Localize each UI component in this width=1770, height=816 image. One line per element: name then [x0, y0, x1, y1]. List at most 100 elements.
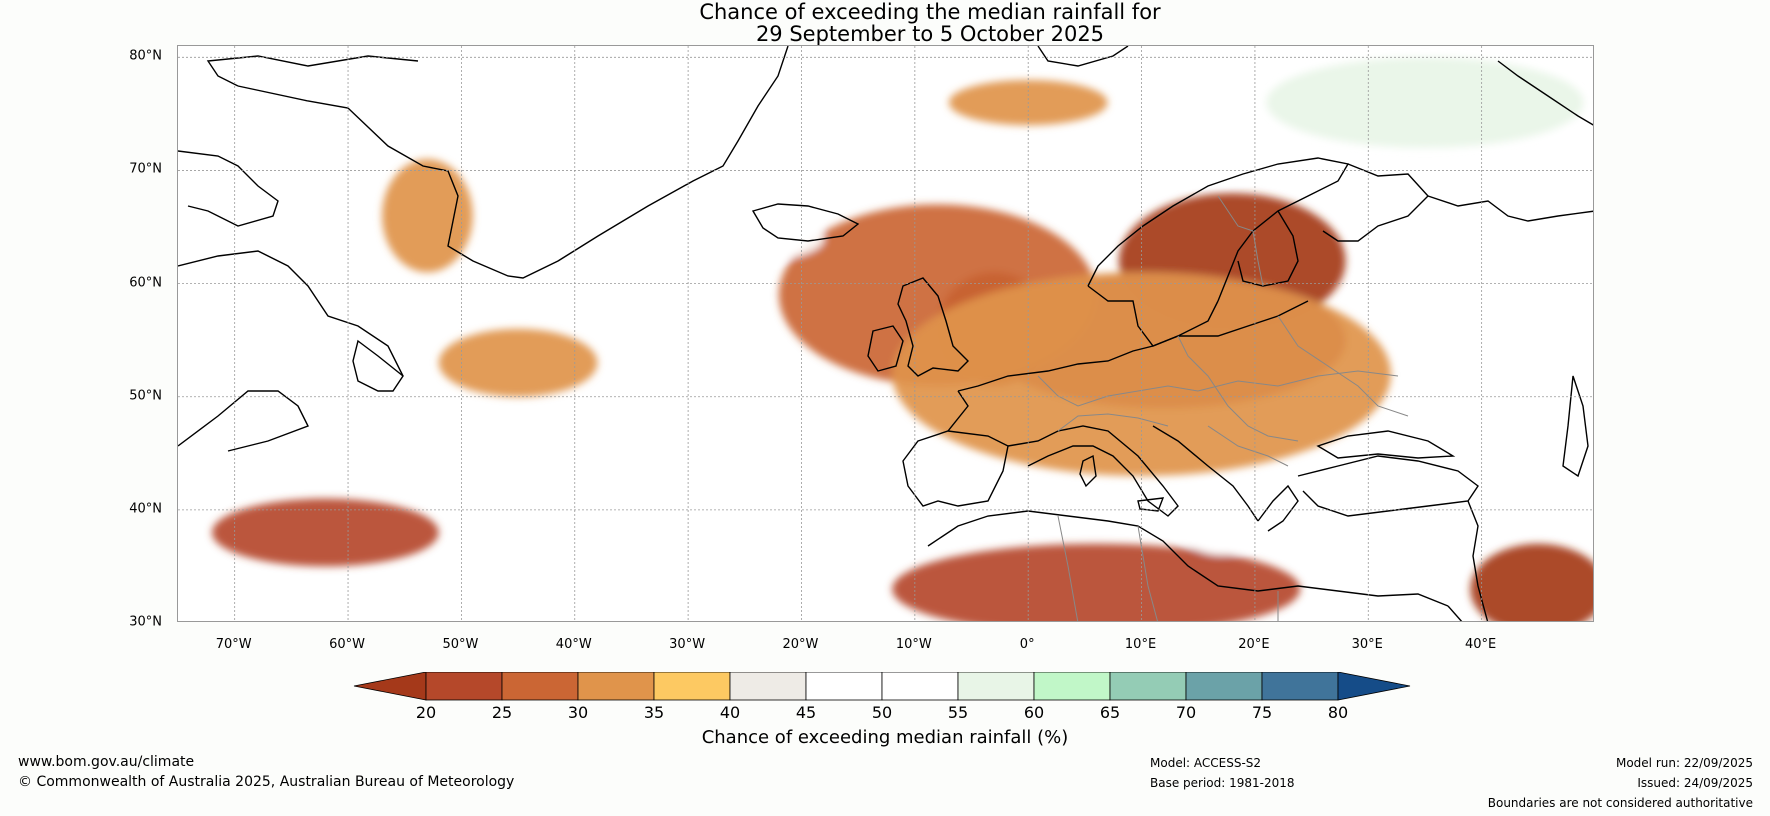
region-north-africa-dry	[892, 543, 1301, 621]
colorbar-segment	[1033, 672, 1111, 701]
colorbar-segment	[805, 672, 883, 701]
colorbar-segment	[729, 672, 807, 701]
colorbar-tick-label: 50	[871, 703, 893, 722]
colorbar-segment	[1185, 672, 1263, 701]
latitude-label: 70°N	[129, 161, 162, 177]
longitude-label: 50°W	[442, 637, 479, 652]
base-period: Base period: 1981-2018	[1150, 776, 1295, 790]
coastline-greenland	[237, 46, 789, 279]
border-scandinavia	[1217, 195, 1264, 287]
model-run: Model run: 22/09/2025	[1615, 756, 1753, 770]
coastline-white-sea	[1427, 195, 1593, 222]
colorbar-tick-label: 40	[719, 703, 741, 722]
disclaimer-text: Boundaries are not considered authoritat…	[1487, 796, 1753, 810]
coastline-nova-scotia	[178, 390, 309, 452]
colorbar-segment	[1109, 672, 1187, 701]
latitude-label: 40°N	[129, 501, 162, 517]
map-title-line2: 29 September to 5 October 2025	[755, 22, 1105, 46]
coastline-svalbard	[1037, 46, 1129, 67]
colorbar	[353, 672, 1411, 701]
coastline-great-britain	[897, 277, 969, 377]
longitude-label: 20°W	[782, 637, 819, 652]
colorbar-segment	[957, 672, 1035, 701]
colorbar-arrow-high	[1337, 672, 1411, 701]
region-iceland-wet	[688, 215, 825, 261]
coastline-sicily	[1137, 497, 1165, 512]
colorbar-segment	[1261, 672, 1339, 701]
coastline-finland	[1237, 210, 1299, 287]
latitude-label: 60°N	[129, 275, 162, 291]
coastline-kola	[1322, 163, 1429, 242]
border-central-europe	[1037, 370, 1399, 407]
region-barents-wet	[1266, 57, 1584, 148]
longitude-label: 10°E	[1124, 637, 1157, 652]
coastline-sweden-baltic	[1087, 285, 1219, 347]
longitude-label: 10°W	[895, 637, 932, 652]
coastline-iceland	[751, 203, 860, 242]
model-name: Model: ACCESS-S2	[1150, 756, 1262, 770]
colorbar-tick-label: 25	[491, 703, 513, 722]
colorbar-tick-label: 75	[1251, 703, 1273, 722]
colorbar-tick-label: 45	[795, 703, 817, 722]
region-north-atlantic-patch	[438, 328, 598, 397]
coastline-newfoundland	[352, 339, 404, 392]
colorbar-tick-label: 80	[1327, 703, 1349, 722]
colorbar-segment	[425, 672, 503, 701]
colorbar-tick-label: 30	[567, 703, 589, 722]
coastline-sardinia	[1079, 454, 1097, 488]
longitude-label: 0°	[1019, 637, 1035, 652]
region-sargasso-dry	[212, 498, 439, 567]
colorbar-tick-label: 55	[947, 703, 969, 722]
longitude-label: 40°W	[555, 637, 592, 652]
coastline-caspian	[1562, 375, 1589, 478]
longitude-label: 20°E	[1238, 637, 1270, 652]
coastline-europe-north	[957, 300, 1309, 392]
coastline-adriatic	[1152, 425, 1259, 522]
copyright-text: © Commonwealth of Australia 2025, Austra…	[18, 774, 515, 790]
coastline-north-africa	[927, 510, 1449, 607]
map-title-line1: Chance of exceeding the median rainfall …	[699, 0, 1161, 24]
border-alps	[1057, 413, 1169, 432]
border-russia	[1277, 315, 1409, 417]
coastline-black-sea	[1316, 430, 1456, 459]
colorbar-tick-label: 20	[415, 703, 437, 722]
coastline-labrador	[178, 250, 404, 377]
issued-date: Issued: 24/09/2025	[1637, 776, 1753, 790]
website-link[interactable]: www.bom.gov.au/climate	[18, 754, 195, 770]
colorbar-arrow-low	[353, 672, 427, 701]
region-atlantic-wet-south	[359, 566, 677, 621]
map-canvas	[178, 46, 1593, 621]
coastline-france	[947, 390, 969, 432]
latitude-label: 80°N	[129, 48, 162, 64]
colorbar-tick-label: 65	[1099, 703, 1121, 722]
latitude-label: 50°N	[129, 388, 162, 404]
region-east-med-dry	[1470, 543, 1593, 621]
region-italy-wet	[1175, 487, 1267, 556]
country-borders	[1037, 195, 1409, 621]
coastline-norway	[1087, 157, 1350, 302]
latitude-label: 30°N	[129, 614, 162, 630]
region-labrador-wet	[178, 147, 258, 261]
graticule	[178, 46, 1593, 621]
coastline-red-sea	[1447, 605, 1463, 621]
colorbar-tick-label: 35	[643, 703, 665, 722]
colorbar-segment	[881, 672, 959, 701]
region-norway-coast-wet	[1107, 136, 1289, 182]
coastline-greece	[1257, 484, 1299, 532]
colorbar-label: Chance of exceeding median rainfall (%)	[701, 727, 1069, 748]
border-balkans	[1207, 425, 1289, 467]
border-eastern-europe	[1177, 335, 1299, 442]
longitude-label: 30°W	[669, 637, 706, 652]
coastline-baffin	[178, 150, 279, 227]
coastline-iberia	[902, 430, 1009, 507]
longitude-label: 70°W	[215, 637, 252, 652]
coastline-novaya	[1497, 60, 1593, 126]
coastline-greenland-north	[206, 55, 419, 87]
colorbar-tick-label: 60	[1023, 703, 1045, 722]
longitude-label: 60°W	[329, 637, 365, 652]
region-greenland-west-strip	[382, 159, 473, 273]
coastline-med-north	[1007, 425, 1179, 517]
colorbar-segment	[501, 672, 579, 701]
colorbar-segment	[577, 672, 655, 701]
colorbar-tick-label: 70	[1175, 703, 1197, 722]
